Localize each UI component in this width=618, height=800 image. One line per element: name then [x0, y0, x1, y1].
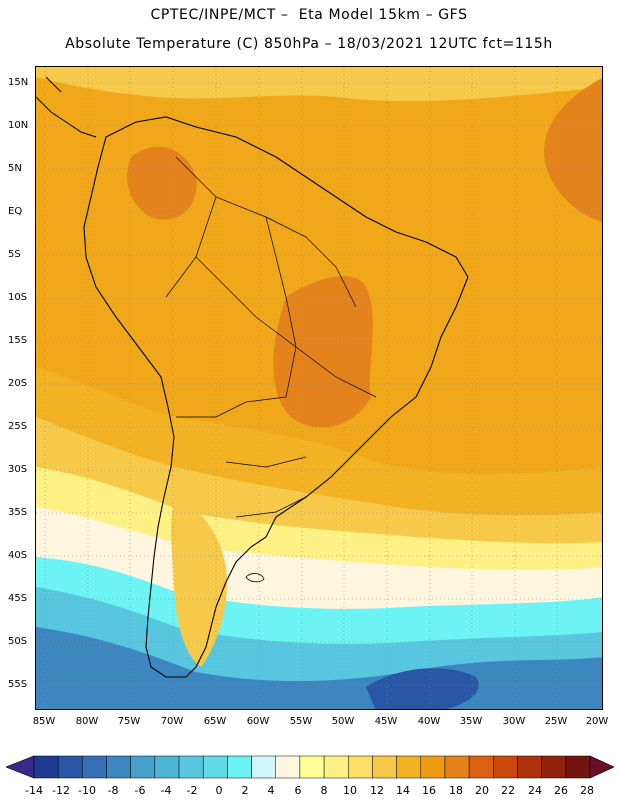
lon-label-75w: 75W — [117, 716, 141, 727]
lat-label-20s: 20S — [8, 378, 28, 389]
lat-label-5s: 5S — [8, 249, 21, 260]
lon-label-65w: 65W — [203, 716, 227, 727]
colorbar-label: 24 — [528, 784, 542, 797]
colorbar-swatch — [396, 755, 422, 779]
colorbar-label: -10 — [78, 784, 96, 797]
map-canvas — [36, 67, 602, 709]
colorbar-label: -2 — [186, 784, 198, 797]
lon-label-85w: 85W — [32, 716, 56, 727]
lat-label-15n: 15N — [8, 77, 29, 88]
colorbar-label: 2 — [241, 784, 249, 797]
lat-label-40s: 40S — [8, 550, 28, 561]
colorbar-swatch — [82, 755, 107, 779]
central-america-coast — [36, 76, 97, 138]
colorbar-label: 28 — [580, 784, 594, 797]
colorbar-label: 16 — [422, 784, 436, 797]
colorbar-label: 20 — [475, 784, 489, 797]
colorbar-label: 14 — [396, 784, 410, 797]
colorbar-swatch — [444, 755, 470, 779]
colorbar-label: 8 — [320, 784, 328, 797]
lon-label-40w: 40W — [417, 716, 441, 727]
lat-label-15s: 15S — [8, 335, 28, 346]
colorbar-label: -8 — [107, 784, 119, 797]
colorbar-swatch — [493, 755, 518, 779]
colorbar-label: -12 — [52, 784, 70, 797]
model-title: CPTEC/INPE/MCT – Eta Model 15km – GFS — [150, 7, 468, 23]
lat-label-30s: 30S — [8, 464, 28, 475]
warm-band-north — [36, 67, 602, 102]
colorbar-label: 4 — [267, 784, 275, 797]
lat-label-10s: 10S — [8, 292, 28, 303]
colorbar-label: -4 — [160, 784, 172, 797]
colorbar-left-cap — [6, 755, 35, 779]
lon-label-60w: 60W — [246, 716, 270, 727]
coastline — [83, 116, 469, 678]
lat-label-45s: 45S — [8, 593, 28, 604]
lon-label-25w: 25W — [544, 716, 568, 727]
colorbar-swatch — [178, 755, 204, 779]
colorbar-swatch — [202, 755, 228, 779]
lon-label-70w: 70W — [160, 716, 184, 727]
lon-label-35w: 35W — [459, 716, 483, 727]
lon-label-50w: 50W — [331, 716, 355, 727]
colorbar-swatch — [468, 755, 494, 779]
colorbar-label: 18 — [449, 784, 463, 797]
lon-label-55w: 55W — [289, 716, 313, 727]
colorbar-label: 26 — [554, 784, 568, 797]
warm-core-brazil — [273, 276, 373, 428]
lat-label-eq: EQ — [8, 206, 23, 217]
colorbar-swatch — [251, 755, 276, 779]
colorbar-swatch — [227, 755, 252, 779]
lat-label-5n: 5N — [8, 163, 22, 174]
colorbar-swatch — [372, 755, 397, 779]
colorbar-label: 22 — [501, 784, 515, 797]
colorbar-swatch — [106, 755, 131, 779]
colorbar-label: -6 — [134, 784, 146, 797]
colorbar-swatch — [299, 755, 325, 779]
colorbar-swatch — [275, 755, 301, 779]
lat-label-10n: 10N — [8, 120, 29, 131]
lat-label-55s: 55S — [8, 679, 28, 690]
colorbar-swatch — [154, 755, 180, 779]
colorbar-swatch — [348, 755, 373, 779]
colorbar-swatch — [33, 755, 59, 779]
field-title: Absolute Temperature (C) 850hPa – 18/03/… — [65, 36, 553, 52]
colorbar-swatch — [517, 755, 542, 779]
lon-label-20w: 20W — [585, 716, 609, 727]
colorbar-label: -14 — [25, 784, 43, 797]
colorbar-label: 10 — [343, 784, 357, 797]
warm-tongue-south — [171, 497, 227, 667]
colorbar-swatch — [565, 755, 591, 779]
colorbar-label: 6 — [294, 784, 302, 797]
colorbar-right-cap — [589, 755, 614, 779]
warm-core-atlantic — [544, 78, 602, 222]
colorbar-swatches — [6, 755, 614, 779]
lat-label-35s: 35S — [8, 507, 28, 518]
country-borders — [165, 156, 377, 518]
colorbar-swatch — [323, 755, 349, 779]
lat-label-25s: 25S — [8, 421, 28, 432]
islands — [245, 573, 265, 583]
lat-label-50s: 50S — [8, 636, 28, 647]
warm-core-north — [127, 146, 197, 220]
graticule — [36, 67, 602, 709]
temperature-map — [35, 66, 603, 710]
colorbar-label: 0 — [215, 784, 223, 797]
lon-label-45w: 45W — [374, 716, 398, 727]
lon-label-30w: 30W — [502, 716, 526, 727]
colorbar-swatch — [57, 755, 83, 779]
colorbar-swatch — [420, 755, 446, 779]
colorbar-swatch — [541, 755, 567, 779]
cold-core — [366, 668, 479, 709]
colorbar — [6, 755, 614, 779]
lon-label-80w: 80W — [75, 716, 99, 727]
colorbar-swatch — [130, 755, 156, 779]
colorbar-label: 12 — [370, 784, 384, 797]
